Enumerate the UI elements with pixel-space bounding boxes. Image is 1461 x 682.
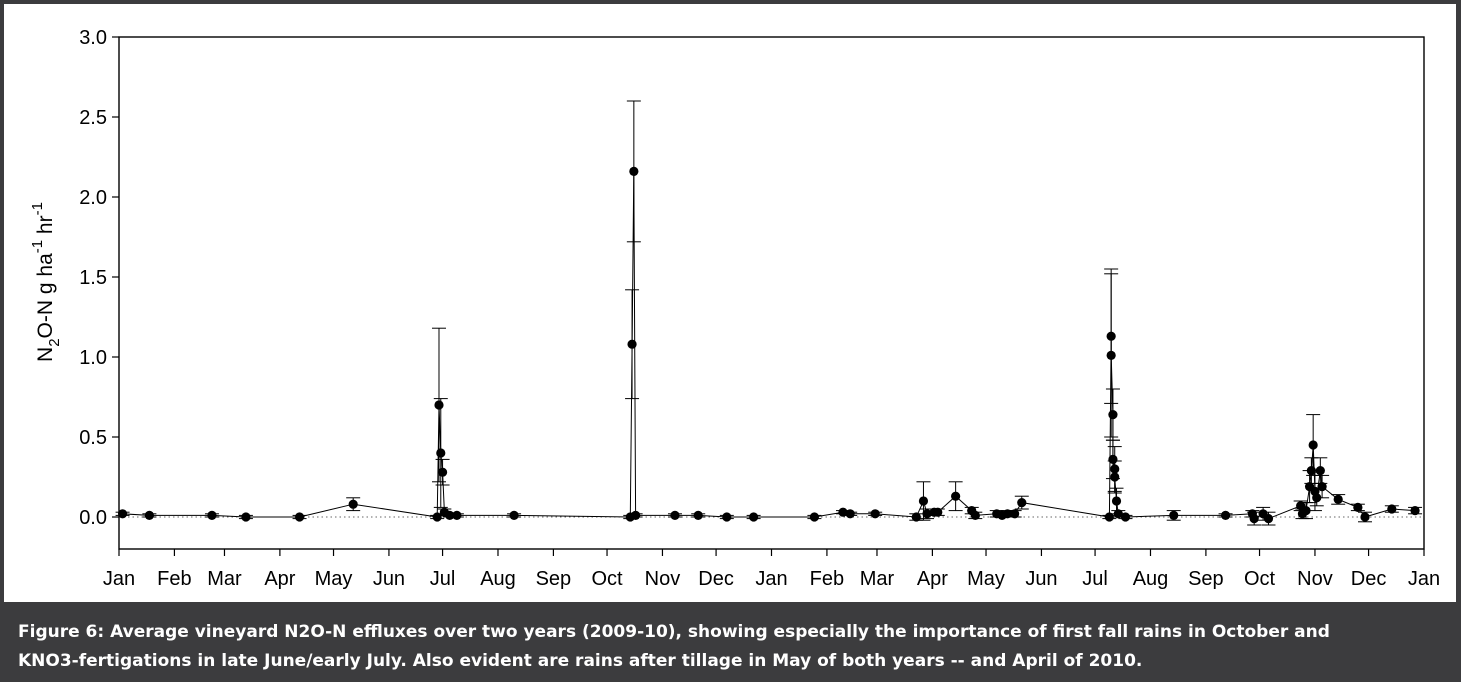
x-tick-label: Feb xyxy=(157,568,191,590)
data-point xyxy=(933,507,943,517)
data-point xyxy=(1308,440,1318,450)
data-point xyxy=(1312,493,1322,503)
data-point xyxy=(918,496,929,506)
data-point xyxy=(436,448,446,458)
y-tick-label: 2.5 xyxy=(79,107,107,129)
x-tick-label: Apr xyxy=(917,568,948,590)
data-point xyxy=(1002,509,1013,519)
caption-line-2: KNO3-fertigations in late June/early Jul… xyxy=(18,651,1143,671)
x-tick-label: Sep xyxy=(536,568,572,590)
data-point xyxy=(1220,510,1231,520)
data-point xyxy=(432,512,442,522)
x-tick-label: Jul xyxy=(1082,568,1108,590)
data-point xyxy=(1387,504,1397,514)
data-point xyxy=(1113,509,1123,519)
x-tick-label: May xyxy=(967,568,1005,590)
data-point xyxy=(629,166,639,176)
data-point xyxy=(1017,498,1027,508)
data-point xyxy=(1108,454,1118,464)
x-tick-label: Mar xyxy=(860,568,895,590)
data-point xyxy=(1010,509,1020,519)
data-point xyxy=(1106,331,1116,341)
x-tick-label: Jun xyxy=(1025,568,1057,590)
data-point xyxy=(1106,350,1116,360)
data-point xyxy=(1301,506,1311,516)
data-point xyxy=(348,499,358,509)
x-tick-label: Apr xyxy=(264,568,295,590)
x-tick-label: Jan xyxy=(1408,568,1440,590)
data-point xyxy=(445,510,455,520)
data-point xyxy=(452,510,462,520)
data-point xyxy=(1315,466,1325,476)
data-point xyxy=(1120,512,1131,522)
x-tick-label: Oct xyxy=(1244,568,1276,590)
data-point xyxy=(294,512,305,522)
data-point xyxy=(1333,494,1343,504)
data-point xyxy=(1353,502,1363,512)
data-point xyxy=(627,339,637,349)
data-point xyxy=(434,400,444,410)
x-tick-label: Oct xyxy=(591,568,623,590)
data-point xyxy=(722,512,732,522)
x-tick-label: Aug xyxy=(480,568,516,590)
x-tick-label: Feb xyxy=(810,568,844,590)
x-tick-label: Jul xyxy=(430,568,456,590)
plot-frame xyxy=(118,36,1425,550)
y-tick-label: 3.0 xyxy=(79,27,107,49)
data-point xyxy=(693,510,703,520)
data-point xyxy=(670,510,680,520)
y-tick-label: 2.0 xyxy=(79,187,107,209)
data-point xyxy=(509,510,519,520)
x-tick-label: Aug xyxy=(1133,568,1169,590)
figure-frame: 0.0 0.5 1.0 1.5 2.0 2.5 3.0 Jan Feb Mar Apr May Jun J… xyxy=(4,4,1456,602)
data-point xyxy=(207,510,217,520)
data-point xyxy=(845,509,855,519)
x-tick-label: Dec xyxy=(698,568,734,590)
caption-line-1: Figure 6: Average vineyard N2O-N effluxe… xyxy=(18,622,1330,642)
data-point xyxy=(241,512,251,522)
data-point xyxy=(1110,464,1120,474)
x-tick-label: Nov xyxy=(645,568,681,590)
data-point xyxy=(1111,496,1122,506)
x-tick-label: Dec xyxy=(1351,568,1387,590)
n2o-flux-chart: 0.0 0.5 1.0 1.5 2.0 2.5 3.0 Jan Feb Mar Apr May Jun J… xyxy=(29,27,1440,590)
data-point xyxy=(144,510,154,520)
y-tick-label: 0.5 xyxy=(79,427,107,449)
y-tick-label: 0.0 xyxy=(79,507,107,529)
x-tick-label: Mar xyxy=(207,568,242,590)
data-point xyxy=(870,509,880,519)
data-point xyxy=(631,510,641,520)
data-point xyxy=(838,507,848,517)
x-tick-label: Sep xyxy=(1188,568,1224,590)
data-point xyxy=(1360,512,1370,522)
x-tick-label: May xyxy=(315,568,353,590)
x-tick-label: Jan xyxy=(755,568,787,590)
figure-caption: Figure 6: Average vineyard N2O-N effluxe… xyxy=(18,618,1438,676)
data-point xyxy=(1317,482,1327,492)
x-tick-label: Jun xyxy=(373,568,405,590)
series-line xyxy=(122,171,1416,520)
data-point xyxy=(437,467,448,477)
data-point xyxy=(1249,514,1259,524)
data-point xyxy=(117,509,128,519)
data-point xyxy=(911,512,921,522)
data-point xyxy=(1104,512,1114,522)
data-point xyxy=(1306,466,1316,476)
plot-panel: 0.0 0.5 1.0 1.5 2.0 2.5 3.0 Jan Feb Mar Apr May Jun J… xyxy=(4,4,1456,602)
data-point xyxy=(922,509,932,519)
data-point xyxy=(1108,410,1118,420)
data-point xyxy=(1263,514,1274,524)
data-point xyxy=(809,512,820,522)
y-axis-title: N2O-N g ha-1 hr-1 xyxy=(29,202,63,362)
data-point xyxy=(749,512,759,522)
data-point xyxy=(1169,510,1179,520)
x-tick-label: Jan xyxy=(103,568,135,590)
data-point xyxy=(970,510,980,520)
y-tick-label: 1.5 xyxy=(79,267,107,289)
data-point xyxy=(1110,472,1120,482)
x-tick-label: Nov xyxy=(1297,568,1333,590)
data-point xyxy=(1410,506,1420,516)
y-tick-label: 1.0 xyxy=(79,347,107,369)
data-point xyxy=(951,491,961,501)
